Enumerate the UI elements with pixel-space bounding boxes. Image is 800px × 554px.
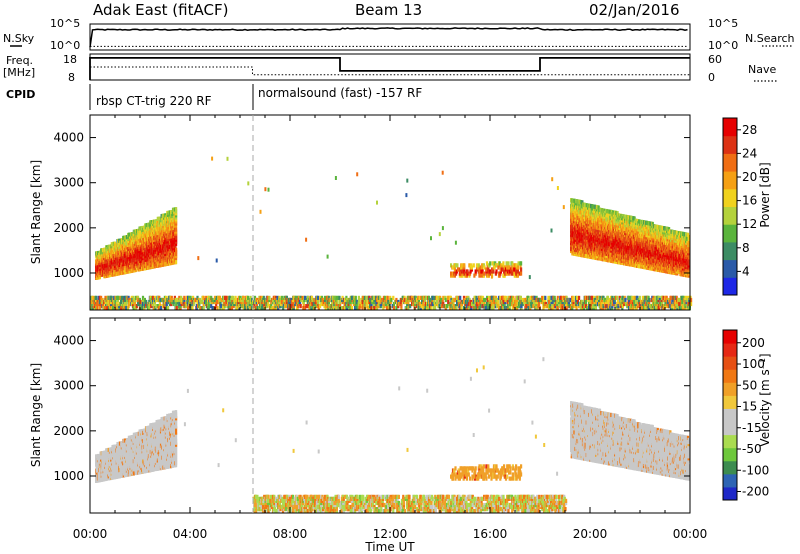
echo-cell (154, 231, 157, 236)
cpid-label: CPID (6, 88, 35, 101)
nsky-tick-bottom: 10^0 (50, 39, 80, 52)
echo-cell (159, 240, 163, 245)
cpid-segment-2: normalsound (fast) -157 RF (258, 86, 422, 100)
echo-cell (162, 250, 165, 255)
nsky-tick-top: 10^5 (50, 17, 80, 30)
nave-tick-bottom: 0 (708, 71, 715, 84)
echo-cell (157, 233, 160, 238)
echo-cell (118, 244, 122, 249)
echo-cell (156, 231, 159, 236)
nsky-label: N.Sky (3, 32, 35, 45)
nsearch-tick-bottom: 10^0 (708, 39, 738, 52)
nave-label: Nave (748, 63, 776, 76)
echo-cell (144, 247, 147, 252)
echo-cell (101, 248, 105, 253)
cpid-segment-1: rbsp CT-trig 220 RF (96, 94, 212, 108)
echo-cell (122, 260, 125, 265)
echo-cell (144, 223, 147, 228)
echo-cell (175, 247, 178, 252)
echo-cell (124, 253, 127, 258)
freq-tick-top: 18 (63, 53, 77, 66)
echo-cell (141, 240, 144, 245)
nave-tick-top: 60 (708, 53, 722, 66)
freq-label-line2: [MHz] (3, 66, 35, 79)
nsearch-label: N.Search (745, 32, 795, 45)
nsky-panel (89, 23, 691, 51)
echo-cell (129, 232, 132, 237)
power-echo-layer (90, 156, 693, 311)
echo-cell (166, 221, 169, 226)
station-title: Adak East (fitACF) (93, 1, 228, 19)
freq-tick-bottom: 8 (68, 71, 75, 84)
echo-cell (142, 248, 145, 253)
echo-cell (110, 254, 113, 259)
beam-title: Beam 13 (355, 1, 422, 19)
echo-cell (153, 264, 156, 269)
echo-cell (175, 207, 178, 212)
echo-cell (156, 257, 159, 262)
nsky-series-line (89, 27, 688, 48)
echo-cell (175, 227, 178, 232)
date-title: 02/Jan/2016 (589, 1, 680, 19)
nave-series-line (90, 66, 690, 76)
echo-cell (117, 271, 120, 276)
echo-cell (157, 216, 160, 221)
freq-label-line1: Freq. (6, 54, 33, 67)
echo-cell (155, 247, 158, 252)
nsearch-tick-top: 10^5 (708, 17, 738, 30)
echo-cell (158, 216, 161, 221)
echo-cell (115, 251, 118, 256)
echo-cell (158, 222, 161, 227)
echo-cell (175, 260, 178, 265)
freq-series-line (89, 57, 690, 80)
